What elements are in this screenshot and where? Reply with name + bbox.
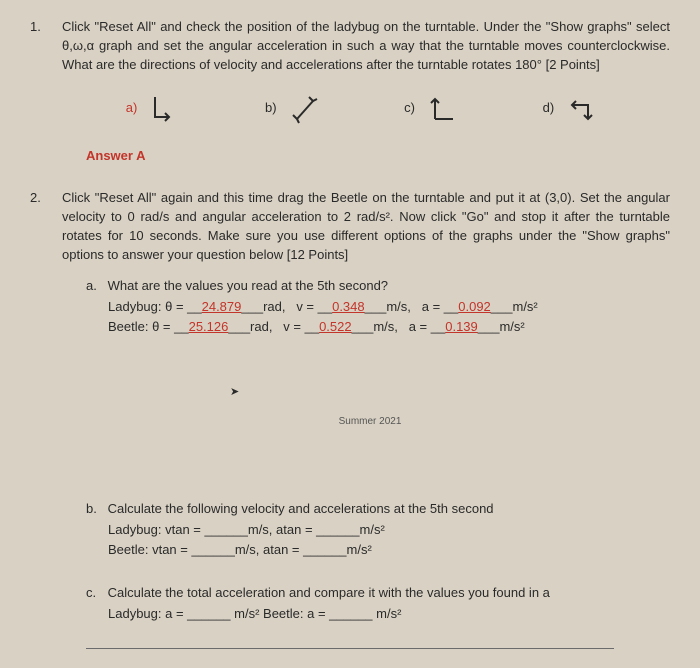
bt-v-val: 0.522	[319, 319, 352, 334]
lb-theta-post: ___rad,	[241, 299, 285, 314]
part-b-prompt: Calculate the following velocity and acc…	[108, 501, 494, 516]
lb-a-post: ___m/s²	[491, 299, 538, 314]
ladybug-row: Ladybug: θ = __24.879___rad, v = __0.348…	[108, 298, 670, 317]
bottom-divider	[86, 648, 614, 649]
arrow-a-icon	[145, 91, 185, 127]
bt-v-pre: v = __	[283, 319, 319, 334]
question-1: 1. Click "Reset All" and check the posit…	[30, 18, 670, 165]
lb-a-val: 0.092	[458, 299, 491, 314]
q2-number: 2.	[30, 189, 58, 208]
part-b-ladybug: Ladybug: vtan = ______m/s, atan = ______…	[108, 521, 670, 540]
bt-theta-val: 25.126	[189, 319, 229, 334]
arrow-b-icon	[285, 91, 325, 127]
lb-theta-pre: Ladybug: θ = __	[108, 299, 202, 314]
opt-a-label: a)	[126, 99, 138, 118]
part-a-prompt: What are the values you read at the 5th …	[108, 278, 388, 293]
arrow-c-icon	[423, 91, 463, 127]
part-b-label: b.	[86, 500, 104, 519]
lb-a-pre: a = __	[422, 299, 459, 314]
opt-c-label: c)	[404, 99, 415, 118]
option-b: b)	[265, 91, 325, 127]
part-c-prompt: Calculate the total acceleration and com…	[108, 585, 550, 600]
q1-options: a) b) c) d)	[86, 91, 642, 127]
q1-answer: Answer A	[86, 147, 670, 166]
arrow-d-icon	[562, 91, 602, 127]
q2-text: Click "Reset All" again and this time dr…	[62, 190, 670, 262]
beetle-row: Beetle: θ = __25.126___rad, v = __0.522_…	[108, 318, 670, 337]
q1-number: 1.	[30, 18, 58, 37]
option-c: c)	[404, 91, 463, 127]
option-a: a)	[126, 91, 186, 127]
lb-v-pre: v = __	[296, 299, 332, 314]
q1-body: 1. Click "Reset All" and check the posit…	[62, 18, 670, 75]
bt-a-val: 0.139	[445, 319, 478, 334]
part-c-line: Ladybug: a = ______ m/s² Beetle: a = ___…	[108, 605, 670, 624]
bt-theta-pre: Beetle: θ = __	[108, 319, 189, 334]
q2-part-b: b. Calculate the following velocity and …	[86, 500, 670, 561]
lb-v-post: ___m/s,	[365, 299, 411, 314]
lb-v-val: 0.348	[332, 299, 365, 314]
question-2: 2. Click "Reset All" again and this time…	[30, 189, 670, 649]
bt-a-post: ___m/s²	[478, 319, 525, 334]
bt-v-post: ___m/s,	[352, 319, 398, 334]
q2-part-a: a. What are the values you read at the 5…	[86, 277, 670, 338]
q1-text: Click "Reset All" and check the position…	[62, 19, 670, 72]
option-d: d)	[543, 91, 603, 127]
part-c-label: c.	[86, 584, 104, 603]
footer-label: Summer 2021	[70, 415, 670, 430]
cursor-icon: ➤	[230, 385, 239, 401]
opt-d-label: d)	[543, 99, 555, 118]
q2-body: 2. Click "Reset All" again and this time…	[62, 189, 670, 264]
part-a-label: a.	[86, 277, 104, 296]
bt-a-pre: a = __	[409, 319, 446, 334]
lb-theta-val: 24.879	[202, 299, 242, 314]
part-b-beetle: Beetle: vtan = ______m/s, atan = ______m…	[108, 541, 670, 560]
opt-b-label: b)	[265, 99, 277, 118]
q2-part-c: c. Calculate the total acceleration and …	[86, 584, 670, 624]
bt-theta-post: ___rad,	[228, 319, 272, 334]
